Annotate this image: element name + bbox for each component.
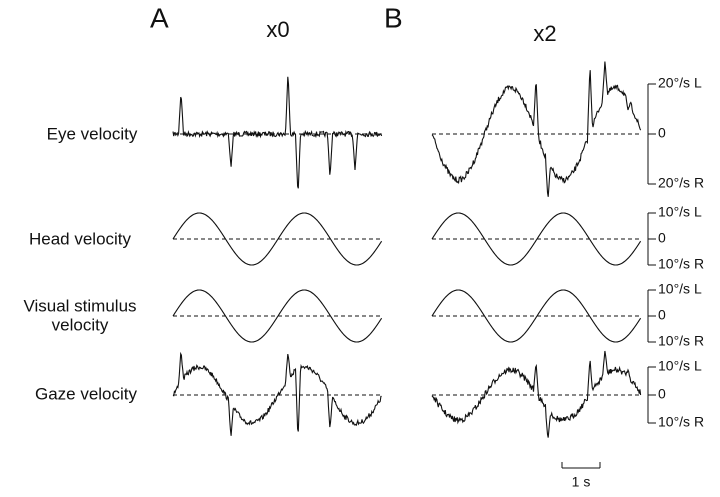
scale-label: 10°/s L xyxy=(658,281,702,297)
scale-label: 0 xyxy=(658,230,666,246)
scale-label: 10°/s R xyxy=(658,256,704,272)
scale-label: 10°/s R xyxy=(658,333,704,349)
panel-title: x0 xyxy=(266,17,289,42)
trace xyxy=(431,61,642,197)
scale-label: 10°/s L xyxy=(658,204,702,220)
trace xyxy=(431,350,642,438)
scale-label: 0 xyxy=(658,307,666,323)
row-label: Gaze velocity xyxy=(35,384,138,403)
trace xyxy=(172,76,383,189)
trace xyxy=(431,212,642,266)
scale-label: 20°/s R xyxy=(658,175,704,191)
trace xyxy=(172,212,383,266)
panel-label: A xyxy=(150,2,169,33)
row-label: Visual stimulus xyxy=(23,296,136,315)
panel-label: B xyxy=(384,2,403,33)
trace xyxy=(431,289,642,343)
trace xyxy=(172,351,382,436)
row-label: Eye velocity xyxy=(47,124,138,143)
panel-title: x2 xyxy=(533,21,556,46)
scale-label: 0 xyxy=(658,386,666,402)
row-label: Head velocity xyxy=(29,229,132,248)
scale-label: 10°/s R xyxy=(658,414,704,430)
scale-label: 10°/s L xyxy=(658,358,702,374)
scale-label: 20°/s L xyxy=(658,75,702,91)
scale-label: 0 xyxy=(658,125,666,141)
trace xyxy=(172,289,383,343)
row-label: velocity xyxy=(52,315,109,334)
scale-bar-label: 1 s xyxy=(572,474,591,490)
